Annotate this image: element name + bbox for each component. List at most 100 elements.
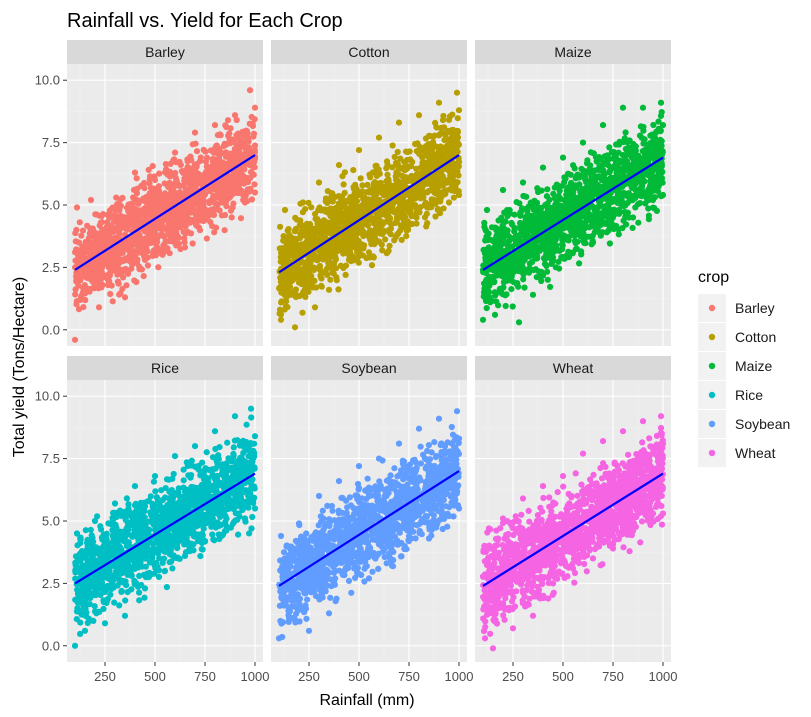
- data-point-barley: [221, 227, 228, 234]
- data-point-barley: [144, 207, 151, 215]
- data-point-barley: [192, 140, 199, 147]
- data-point-barley: [190, 203, 197, 210]
- data-point-cotton: [332, 206, 339, 214]
- data-point-barley: [166, 250, 173, 257]
- data-point-cotton: [299, 199, 307, 206]
- data-point-cotton: [397, 155, 404, 162]
- data-point-cotton: [445, 199, 453, 206]
- data-point-barley: [214, 132, 221, 139]
- data-point-barley: [98, 269, 105, 276]
- data-point-barley: [176, 215, 183, 223]
- data-point-maize: [577, 233, 584, 240]
- data-point-barley: [183, 230, 190, 237]
- data-point-barley: [110, 226, 117, 233]
- data-point-cotton: [435, 206, 442, 213]
- data-point-cotton: [434, 175, 441, 182]
- data-point-barley: [207, 218, 214, 225]
- data-point-maize: [517, 209, 524, 216]
- y-tick-label: 0.0: [42, 322, 60, 337]
- data-point-maize: [655, 183, 662, 190]
- data-point-maize: [531, 215, 538, 222]
- data-point-maize: [487, 299, 494, 306]
- data-point-cotton: [401, 167, 408, 174]
- data-point-barley: [251, 146, 258, 153]
- data-point-maize: [481, 223, 488, 230]
- data-point-barley: [217, 169, 224, 176]
- data-point-cotton: [434, 155, 441, 163]
- data-point-maize: [589, 239, 597, 246]
- data-point-maize: [543, 238, 551, 245]
- data-point-maize: [603, 229, 610, 236]
- data-point-barley: [134, 256, 141, 263]
- data-point-rice: [203, 449, 210, 456]
- data-point-cotton: [374, 186, 381, 194]
- data-point-maize: [555, 182, 562, 189]
- data-point-cotton: [281, 206, 289, 214]
- data-point-barley: [248, 113, 255, 121]
- data-point-maize: [513, 251, 520, 258]
- data-point-maize: [632, 161, 639, 168]
- data-point-cotton: [283, 293, 290, 300]
- data-point-maize: [600, 170, 607, 177]
- data-point-maize: [641, 148, 649, 155]
- data-point-cotton: [276, 310, 283, 317]
- data-point-maize: [513, 280, 520, 287]
- data-point-maize: [532, 209, 539, 216]
- data-point-cotton: [286, 231, 293, 238]
- data-point-barley: [104, 226, 111, 233]
- data-point-cotton: [389, 164, 396, 171]
- data-point-cotton: [291, 227, 299, 235]
- data-point-barley: [83, 266, 91, 273]
- data-point-barley: [213, 206, 220, 213]
- data-point-barley: [216, 181, 223, 188]
- data-point-maize: [484, 289, 491, 296]
- data-point-barley: [161, 244, 169, 251]
- data-point-rice: [197, 553, 204, 560]
- data-point-barley: [111, 204, 119, 211]
- data-point-maize: [649, 196, 657, 204]
- data-point-maize: [631, 150, 639, 157]
- data-point-maize: [623, 221, 630, 228]
- data-point-cotton: [405, 226, 412, 233]
- data-point-maize: [539, 164, 547, 171]
- data-point-barley: [93, 266, 101, 273]
- data-point-barley: [135, 200, 142, 207]
- data-point-maize: [525, 213, 533, 220]
- data-point-maize: [580, 167, 587, 174]
- data-point-cotton: [448, 168, 455, 175]
- data-point-barley: [246, 87, 254, 94]
- data-point-cotton: [357, 175, 364, 182]
- data-point-cotton: [320, 256, 327, 263]
- data-point-cotton: [364, 181, 371, 188]
- data-point-cotton: [292, 286, 299, 293]
- data-point-barley: [201, 206, 209, 214]
- data-point-barley: [165, 218, 172, 226]
- data-point-cotton: [299, 309, 306, 316]
- data-point-cotton: [347, 239, 354, 246]
- data-point-barley: [241, 166, 248, 173]
- data-point-maize: [618, 190, 625, 197]
- data-point-maize: [579, 225, 587, 232]
- data-point-cotton: [360, 196, 367, 204]
- data-point-barley: [97, 232, 104, 239]
- data-point-barley: [141, 212, 148, 219]
- data-point-cotton: [425, 204, 433, 211]
- data-point-barley: [72, 291, 79, 298]
- data-point-cotton: [454, 115, 461, 122]
- data-point-maize: [581, 239, 588, 247]
- data-point-barley: [242, 145, 249, 152]
- data-point-cotton: [333, 247, 340, 255]
- data-point-maize: [571, 165, 578, 172]
- data-point-maize: [491, 311, 499, 318]
- data-point-barley: [224, 117, 232, 124]
- data-point-barley: [95, 304, 103, 311]
- data-point-cotton: [323, 266, 330, 273]
- data-point-barley: [232, 158, 240, 165]
- data-point-barley: [169, 213, 176, 220]
- data-point-maize: [479, 316, 487, 323]
- data-point-maize: [483, 206, 491, 214]
- data-point-barley: [185, 165, 192, 172]
- data-point-cotton: [280, 237, 287, 244]
- data-point-cotton: [413, 220, 420, 227]
- data-point-maize: [635, 219, 642, 226]
